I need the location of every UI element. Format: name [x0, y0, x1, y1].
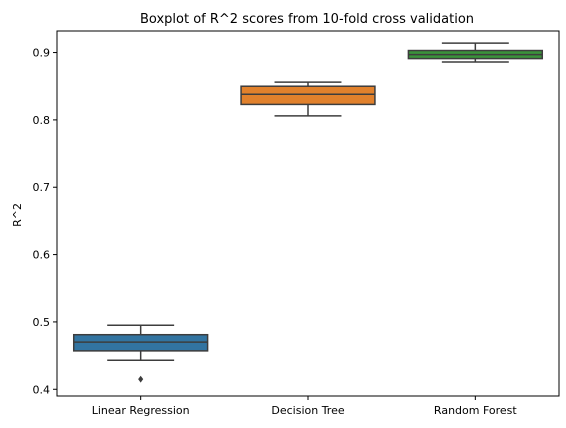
box-group [72, 324, 209, 383]
box-group [240, 81, 376, 117]
y-tick-label: 0.9 [33, 47, 51, 60]
chart-title: Boxplot of R^2 scores from 10-fold cross… [140, 12, 474, 27]
y-tick-label: 0.6 [33, 249, 51, 262]
outlier-point [138, 375, 144, 383]
y-axis: 0.4 0.5 0.6 0.7 0.8 0.9 [33, 47, 57, 396]
box-group [407, 42, 544, 63]
box-iqr [240, 85, 376, 106]
y-tick-label: 0.8 [33, 114, 51, 127]
plot-area [72, 42, 544, 383]
y-tick-label: 0.7 [33, 181, 51, 194]
x-tick-label: Decision Tree [271, 404, 344, 417]
y-axis-label: R^2 [11, 203, 24, 227]
x-tick-label: Linear Regression [92, 404, 190, 417]
y-tick-label: 0.4 [33, 383, 51, 396]
x-axis: Linear Regression Decision Tree Random For… [92, 396, 517, 417]
x-tick-label: Random Forest [434, 404, 517, 417]
y-tick-label: 0.5 [33, 316, 51, 329]
